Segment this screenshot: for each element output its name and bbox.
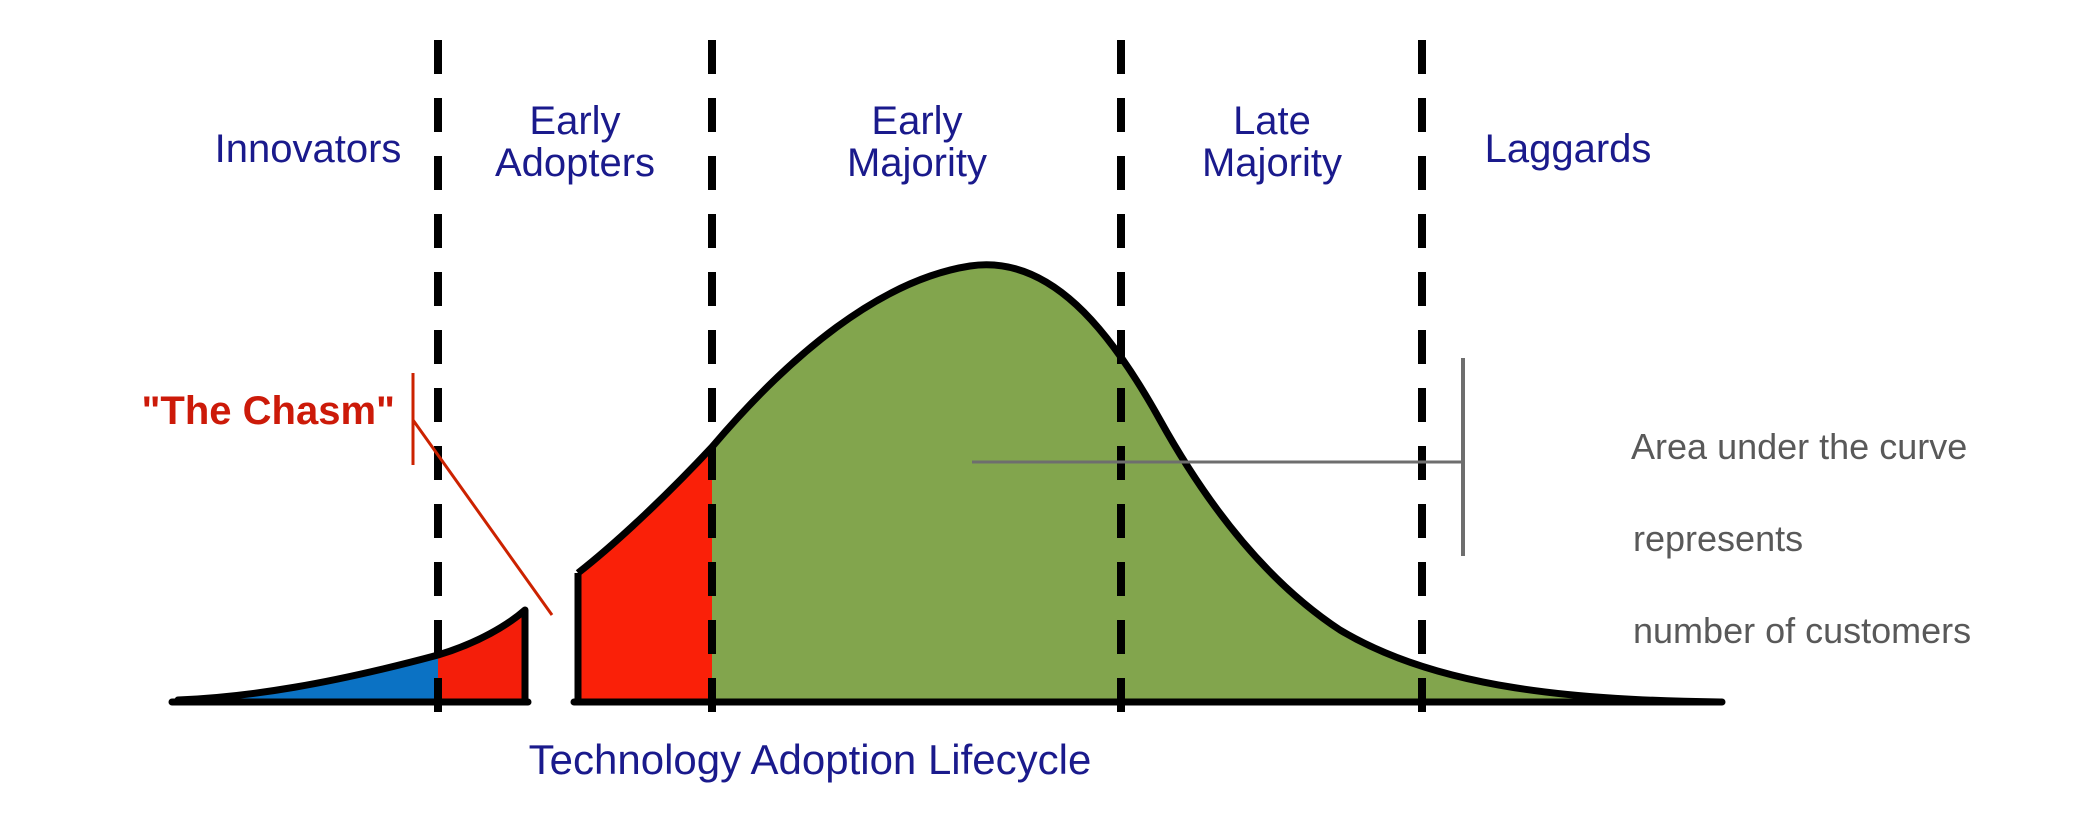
page-title: Technology Adoption Lifecycle <box>528 736 1092 783</box>
area-note-line-1: Area under the curve <box>1631 426 1968 468</box>
adoption-green-area <box>712 264 1720 702</box>
area-note-line-2: represents <box>1633 518 1804 560</box>
segment-label-laggards: Laggards <box>1484 127 1652 171</box>
chasm-leader-line <box>411 419 554 616</box>
pre-chasm-curve-stroke <box>174 606 529 704</box>
segment-label-innovators: Innovators <box>214 127 402 171</box>
segment-label-early-majority: Early Majority <box>846 99 988 186</box>
segment-label-early-adopters: Early Adopters <box>494 99 656 186</box>
area-note-line-3: number of customers <box>1633 610 1972 652</box>
chasm-label: "The Chasm" <box>141 389 395 433</box>
early-adopters-red-area-small <box>438 610 525 702</box>
early-adopters-red-area-main <box>578 447 712 702</box>
area-note: Area under the curve represents number o… <box>1593 378 2063 701</box>
segment-label-late-majority: Late Majority <box>1201 99 1343 186</box>
innovators-blue-area <box>178 655 438 702</box>
